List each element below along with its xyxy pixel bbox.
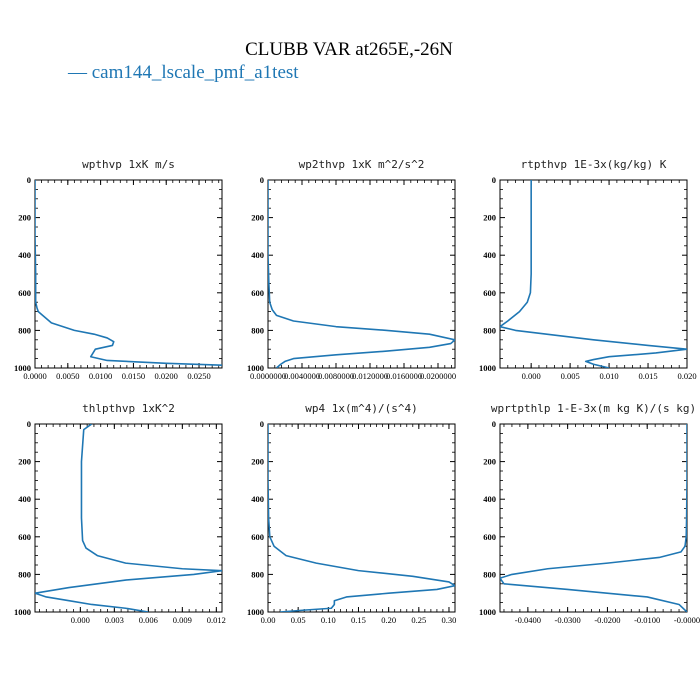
y-tick-label: 600 — [18, 532, 31, 542]
series-line-1 — [268, 180, 455, 368]
x-tick-label: -0.0000 — [674, 615, 700, 625]
y-tick-label: 200 — [483, 457, 496, 467]
y-tick-label: 0 — [27, 175, 31, 185]
panel-4: thlpthvp 1xK^2 0 200 400 600 800 1000 0.000 0.00… — [14, 402, 226, 625]
y-tick-label: 200 — [18, 457, 31, 467]
plot-frame — [34, 423, 223, 613]
x-tick-label: 0.020 — [677, 371, 696, 381]
y-tick-label: 200 — [483, 213, 496, 223]
series-line-1 — [35, 180, 222, 366]
y-tick-label: 800 — [483, 569, 496, 579]
series-line-1 — [268, 424, 455, 612]
x-tick-label: 0.005 — [561, 371, 580, 381]
x-tick-label: -0.0400 — [515, 615, 541, 625]
plot-frame — [34, 179, 223, 369]
plot-frame — [499, 423, 688, 613]
y-tick-label: 800 — [18, 569, 31, 579]
y-tick-label: 0 — [492, 175, 496, 185]
y-tick-label: 600 — [251, 288, 264, 298]
x-tick-label: -0.0300 — [555, 615, 581, 625]
panel-title: rtpthvp 1E-3x(kg/kg) K — [521, 158, 667, 171]
panel-title: thlpthvp 1xK^2 — [82, 402, 175, 415]
x-tick-label: 0.10 — [321, 615, 336, 625]
y-tick-label: 800 — [483, 325, 496, 335]
y-tick-label: 400 — [251, 250, 264, 260]
panel-6: wprtpthlp 1-E-3x(m kg K)/(s kg) 0 200 400 60… — [479, 402, 700, 625]
panel-title: wprtpthlp 1-E-3x(m kg K)/(s kg) — [491, 402, 696, 415]
panel-title: wp2thvp 1xK m^2/s^2 — [299, 158, 425, 171]
y-tick-label: 0 — [260, 419, 264, 429]
x-tick-label: 0.25 — [411, 615, 426, 625]
x-tick-label: 0.0000000 — [250, 371, 286, 381]
x-tick-label: 0.0120000 — [352, 371, 388, 381]
y-tick-label: 1000 — [247, 363, 264, 373]
series-line-1 — [500, 424, 687, 612]
x-tick-label: 0.0040000 — [284, 371, 320, 381]
x-tick-label: 0.003 — [105, 615, 124, 625]
x-tick-label: 0.0200 — [155, 371, 178, 381]
y-tick-label: 800 — [251, 569, 264, 579]
x-tick-label: 0.0200000 — [420, 371, 456, 381]
y-tick-label: 600 — [483, 288, 496, 298]
plot-frame — [267, 423, 456, 613]
y-tick-label: 0 — [27, 419, 31, 429]
y-tick-label: 600 — [18, 288, 31, 298]
y-tick-label: 1000 — [14, 607, 31, 617]
x-tick-label: -0.0100 — [634, 615, 660, 625]
x-tick-label: 0.0100 — [89, 371, 112, 381]
x-tick-label: 0.0150 — [122, 371, 145, 381]
y-tick-label: 600 — [483, 532, 496, 542]
x-tick-label: 0.20 — [381, 615, 396, 625]
x-tick-label: 0.000 — [522, 371, 541, 381]
y-tick-label: 400 — [483, 494, 496, 504]
y-tick-label: 1000 — [479, 607, 496, 617]
panel-title: wp4 1x(m^4)/(s^4) — [305, 402, 418, 415]
series-line-1 — [500, 180, 687, 368]
x-tick-label: 0.015 — [638, 371, 657, 381]
x-tick-label: 0.006 — [139, 615, 158, 625]
y-tick-label: 200 — [18, 213, 31, 223]
panel-2: wp2thvp 1xK m^2/s^2020040060080010000.00… — [247, 158, 456, 381]
x-tick-label: 0.012 — [207, 615, 226, 625]
y-tick-label: 800 — [251, 325, 264, 335]
x-tick-label: 0.000 — [71, 615, 90, 625]
y-tick-label: 1000 — [247, 607, 264, 617]
x-tick-label: 0.0050 — [56, 371, 79, 381]
x-tick-label: -0.0200 — [594, 615, 620, 625]
x-tick-label: 0.010 — [600, 371, 619, 381]
y-tick-label: 800 — [18, 325, 31, 335]
y-tick-label: 400 — [483, 250, 496, 260]
x-tick-label: 0.05 — [291, 615, 306, 625]
x-tick-label: 0.15 — [351, 615, 366, 625]
series-line-1 — [35, 424, 222, 612]
y-tick-label: 400 — [251, 494, 264, 504]
y-tick-label: 0 — [260, 175, 264, 185]
x-tick-label: 0.0160000 — [386, 371, 422, 381]
y-tick-label: 600 — [251, 532, 264, 542]
x-tick-label: 0.0000 — [23, 371, 46, 381]
y-tick-label: 1000 — [479, 363, 496, 373]
y-tick-label: 400 — [18, 250, 31, 260]
y-tick-label: 200 — [251, 457, 264, 467]
x-tick-label: 0.0250 — [187, 371, 210, 381]
x-tick-label: 0.009 — [173, 615, 192, 625]
figure-title: CLUBB VAR at265E,-26N — [245, 39, 453, 60]
x-tick-label: 0.00 — [261, 615, 276, 625]
legend-entry: — cam144_lscale_pmf_a1test — [67, 62, 299, 83]
x-tick-label: 0.0080000 — [318, 371, 354, 381]
panel-3: rtpthvp 1E-3x(kg/kg) K 0 200 400 600 800 1000 0… — [479, 158, 697, 381]
y-tick-label: 1000 — [14, 363, 31, 373]
x-tick-label: 0.30 — [442, 615, 457, 625]
y-tick-label: 400 — [18, 494, 31, 504]
panel-title: wpthvp 1xK m/s — [82, 158, 175, 171]
plot-frame — [267, 179, 456, 369]
y-tick-label: 200 — [251, 213, 264, 223]
y-tick-label: 0 — [492, 419, 496, 429]
